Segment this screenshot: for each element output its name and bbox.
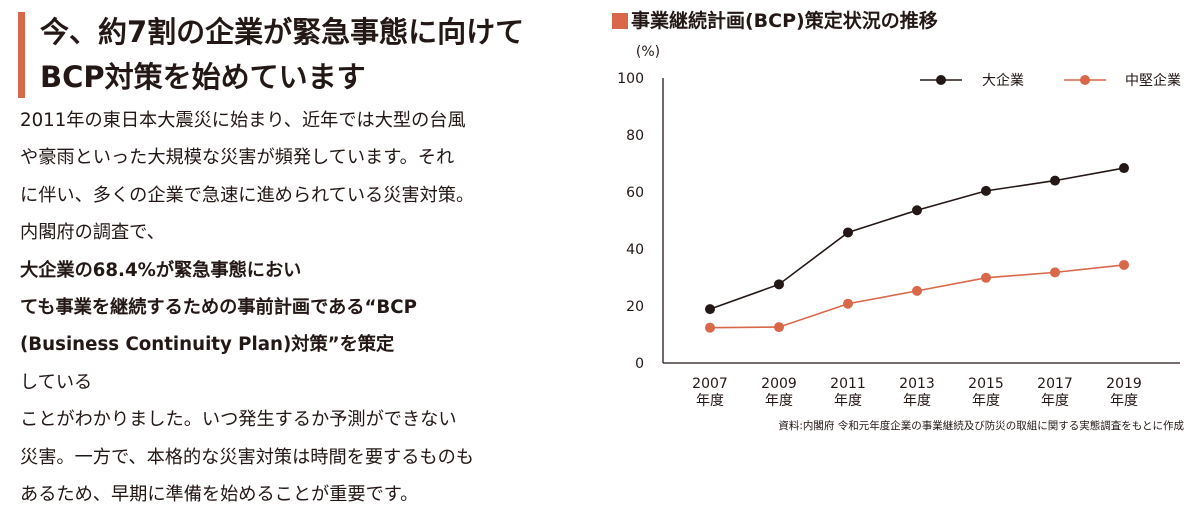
data-point bbox=[1119, 259, 1129, 270]
body-line: や豪雨といった大規模な災害が頻発しています。それ bbox=[20, 139, 595, 176]
chart-title-text: 事業継続計画(BCP)策定状況の推移 bbox=[631, 10, 938, 32]
body-text-run: している bbox=[20, 371, 93, 393]
headline: 今、約7割の企業が緊急事態に向けて BCP対策を始めています bbox=[40, 10, 524, 100]
data-point bbox=[1119, 163, 1129, 174]
x-tick-label: 2017 bbox=[1037, 376, 1073, 392]
x-tick-suffix: 年度 bbox=[765, 393, 793, 409]
data-point bbox=[705, 322, 715, 333]
x-tick-suffix: 年度 bbox=[834, 393, 862, 409]
data-point bbox=[1050, 175, 1060, 186]
x-tick-suffix: 年度 bbox=[903, 393, 931, 409]
body-text-bold: ても事業を継続するための事前計画である“BCP bbox=[20, 297, 417, 319]
legend-marker bbox=[1080, 75, 1090, 85]
body-text-run: 2011年の東日本大震災に始まり、近年では大型の台風 bbox=[20, 110, 466, 131]
body-line: 内閣府の調査で、大企業の68.4%が緊急事態におい bbox=[20, 214, 595, 289]
article-column: 今、約7割の企業が緊急事態に向けて BCP対策を始めています 2011年の東日本… bbox=[0, 0, 600, 505]
legend-label: 大企業 bbox=[982, 72, 1024, 89]
body-text-run: 内閣府の調査で、 bbox=[20, 222, 165, 244]
chart-title: 事業継続計画(BCP)策定状況の推移 bbox=[612, 6, 938, 33]
body-line: 災害。一方で、本格的な災害対策は時間を要するものも bbox=[20, 439, 595, 476]
legend-marker bbox=[936, 75, 946, 85]
chart-panel: 事業継続計画(BCP)策定状況の推移 (%) 0 20 40 60 80 100 2007 年度… bbox=[612, 0, 1202, 441]
headline-line: 今、約7割の企業が緊急事態に向けて bbox=[40, 15, 525, 49]
chart-title-marker bbox=[612, 13, 628, 29]
body-line: (Business Continuity Plan)対策”を策定 している bbox=[20, 326, 595, 401]
body-text-run: 災害。一方で、本格的な災害対策は時間を要するものも bbox=[20, 446, 474, 468]
x-tick-suffix: 年度 bbox=[1041, 393, 1069, 409]
x-tick-label: 2009 bbox=[761, 376, 797, 392]
data-point bbox=[1050, 267, 1060, 278]
data-point bbox=[981, 272, 991, 283]
x-tick-suffix: 年度 bbox=[696, 393, 724, 409]
y-tick-label: 100 bbox=[617, 71, 644, 87]
body-text-bold: (Business Continuity Plan)対策”を策定 bbox=[20, 334, 395, 356]
y-tick-label: 40 bbox=[626, 242, 644, 258]
data-point bbox=[774, 322, 784, 333]
body-line: ことがわかりました。いつ発生するか予測ができない bbox=[20, 401, 595, 438]
data-point bbox=[981, 185, 991, 196]
body-text-run: に伴い、多くの企業で急速に進められている災害対策。 bbox=[20, 184, 475, 206]
x-tick-label: 2013 bbox=[899, 376, 935, 392]
body-text-run: ことがわかりました。いつ発生するか予測ができない bbox=[20, 409, 457, 431]
body-text-run: や豪雨といった大規模な災害が頻発しています。それ bbox=[20, 147, 455, 169]
y-tick-label: 0 bbox=[635, 356, 644, 372]
y-tick-label: 20 bbox=[626, 299, 644, 315]
y-tick-label: 80 bbox=[626, 128, 644, 144]
body-line: 2011年の東日本大震災に始まり、近年では大型の台風 bbox=[20, 102, 595, 139]
headline-line: BCP対策を始めています bbox=[40, 60, 366, 94]
chart-source: 資料:内閣府 令和元年度企業の事業継続及び防災の取組に関する実態調査をもとに作成 bbox=[778, 420, 1184, 432]
x-tick-label: 2011 bbox=[830, 376, 866, 392]
headline-accent-bar bbox=[18, 12, 25, 98]
series-line bbox=[709, 264, 1125, 329]
data-point bbox=[843, 227, 853, 238]
x-tick-label: 2007 bbox=[692, 376, 728, 392]
data-point bbox=[843, 298, 853, 309]
y-tick-label: 60 bbox=[626, 185, 644, 201]
body-line: あるため、早期に準備を始めることが重要です。 bbox=[20, 476, 595, 513]
x-tick-label: 2019 bbox=[1106, 376, 1142, 392]
data-point bbox=[912, 205, 922, 216]
body-text-bold: 大企業の68.4%が緊急事態におい bbox=[20, 259, 302, 281]
line-chart: (%)0204060801002007年度2009年度2011年度2013年度2… bbox=[617, 44, 1181, 409]
y-axis-unit: (%) bbox=[636, 44, 660, 60]
article-body: 2011年の東日本大震災に始まり、近年では大型の台風 や豪雨といった大規模な災害が… bbox=[20, 102, 595, 513]
body-line: ても事業を継続するための事前計画である“BCP bbox=[20, 289, 595, 326]
x-tick-suffix: 年度 bbox=[972, 393, 1000, 409]
data-point bbox=[705, 304, 715, 315]
body-line: に伴い、多くの企業で急速に進められている災害対策。 bbox=[20, 177, 595, 214]
legend-label: 中堅企業 bbox=[1125, 72, 1181, 89]
body-text-run: あるため、早期に準備を始めることが重要です。 bbox=[20, 484, 419, 506]
data-point bbox=[774, 279, 784, 290]
x-tick-suffix: 年度 bbox=[1110, 393, 1138, 409]
data-point bbox=[912, 285, 922, 296]
x-tick-label: 2015 bbox=[968, 376, 1004, 392]
